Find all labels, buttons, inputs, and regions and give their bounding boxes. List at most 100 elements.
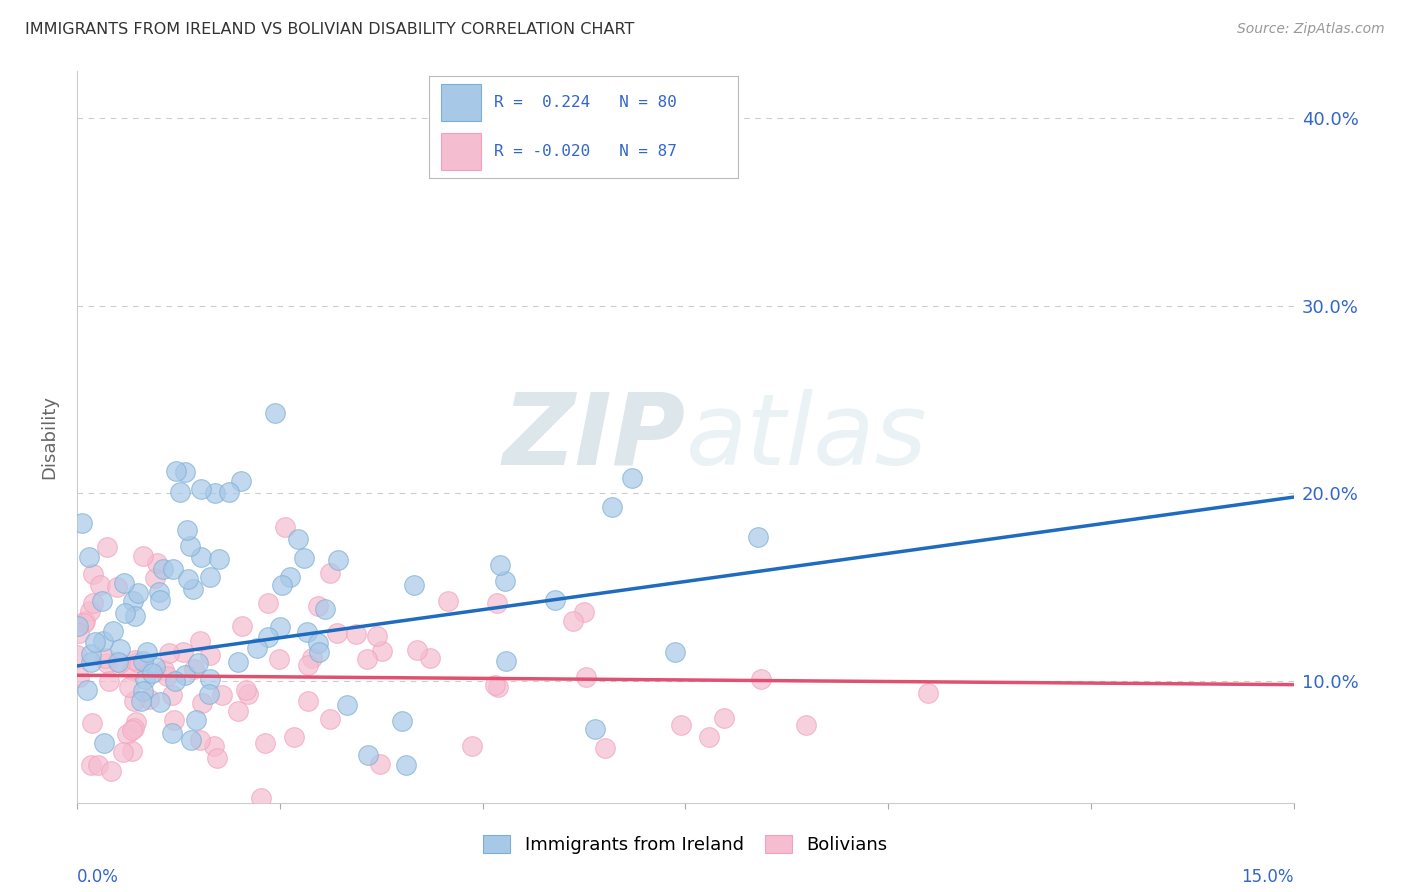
Point [83, 635, 105, 649]
Point [664, 645, 686, 659]
Point [402, 577, 425, 591]
Legend: Immigrants from Ireland, Bolivians: Immigrants from Ireland, Bolivians [474, 826, 897, 863]
Point [572, 605, 595, 619]
Point [307, 599, 329, 614]
Point [169, 485, 191, 500]
Point [391, 714, 413, 728]
Point [198, 687, 221, 701]
Point [138, 691, 160, 706]
Point [121, 744, 143, 758]
Point [274, 520, 297, 534]
Point [129, 694, 152, 708]
Point [485, 596, 508, 610]
Point [143, 571, 166, 585]
Point [231, 618, 253, 632]
Point [254, 736, 277, 750]
Point [76, 683, 98, 698]
Point [149, 593, 172, 607]
Point [172, 645, 194, 659]
Point [437, 594, 460, 608]
Point [108, 642, 131, 657]
Point [183, 662, 205, 676]
Point [111, 745, 134, 759]
Point [544, 592, 567, 607]
Point [283, 730, 305, 744]
Point [115, 727, 138, 741]
Point [188, 732, 211, 747]
Y-axis label: Disability: Disability [41, 395, 59, 479]
Point [295, 624, 318, 639]
Point [366, 629, 388, 643]
Point [146, 556, 169, 570]
Point [406, 643, 429, 657]
Text: R = -0.020   N = 87: R = -0.020 N = 87 [494, 145, 676, 160]
Point [190, 482, 212, 496]
Point [198, 570, 221, 584]
Text: 0.0%: 0.0% [77, 869, 120, 887]
Point [70, 516, 93, 531]
Point [495, 654, 517, 668]
Point [749, 672, 772, 686]
Point [79, 648, 101, 662]
Point [143, 660, 166, 674]
Point [73, 616, 96, 631]
Point [124, 609, 146, 624]
Point [125, 714, 148, 729]
Point [112, 576, 135, 591]
Point [263, 406, 285, 420]
Point [593, 741, 616, 756]
Point [134, 672, 156, 686]
Point [118, 680, 141, 694]
Point [218, 485, 240, 500]
Point [583, 722, 606, 736]
Point [336, 698, 359, 712]
Point [357, 747, 380, 762]
Point [297, 658, 319, 673]
Point [121, 723, 143, 738]
Point [484, 678, 506, 692]
Point [202, 739, 225, 753]
Point [67, 671, 90, 685]
Point [249, 790, 271, 805]
Point [110, 656, 132, 670]
Point [66, 619, 89, 633]
Point [80, 758, 103, 772]
Point [91, 594, 114, 608]
Point [162, 562, 184, 576]
Point [208, 552, 231, 566]
Point [669, 717, 692, 731]
Point [80, 715, 103, 730]
Point [165, 674, 187, 689]
Point [162, 726, 184, 740]
Point [229, 475, 252, 489]
Point [127, 655, 149, 669]
Point [226, 655, 249, 669]
Point [697, 730, 720, 744]
Point [82, 596, 104, 610]
Point [269, 620, 291, 634]
Point [267, 652, 290, 666]
Point [271, 578, 294, 592]
Point [67, 626, 90, 640]
Text: 15.0%: 15.0% [1241, 869, 1294, 887]
Point [188, 634, 211, 648]
Point [301, 651, 323, 665]
Point [122, 694, 145, 708]
Point [94, 650, 117, 665]
Point [163, 713, 186, 727]
Point [561, 614, 583, 628]
Point [187, 656, 209, 670]
Point [124, 653, 146, 667]
Point [173, 668, 195, 682]
Point [176, 523, 198, 537]
Point [246, 640, 269, 655]
Point [489, 558, 512, 572]
Point [121, 663, 143, 677]
Point [204, 486, 226, 500]
Point [494, 574, 516, 589]
Point [211, 689, 233, 703]
Point [174, 466, 197, 480]
Point [93, 736, 115, 750]
Point [368, 756, 391, 771]
Point [318, 566, 340, 580]
